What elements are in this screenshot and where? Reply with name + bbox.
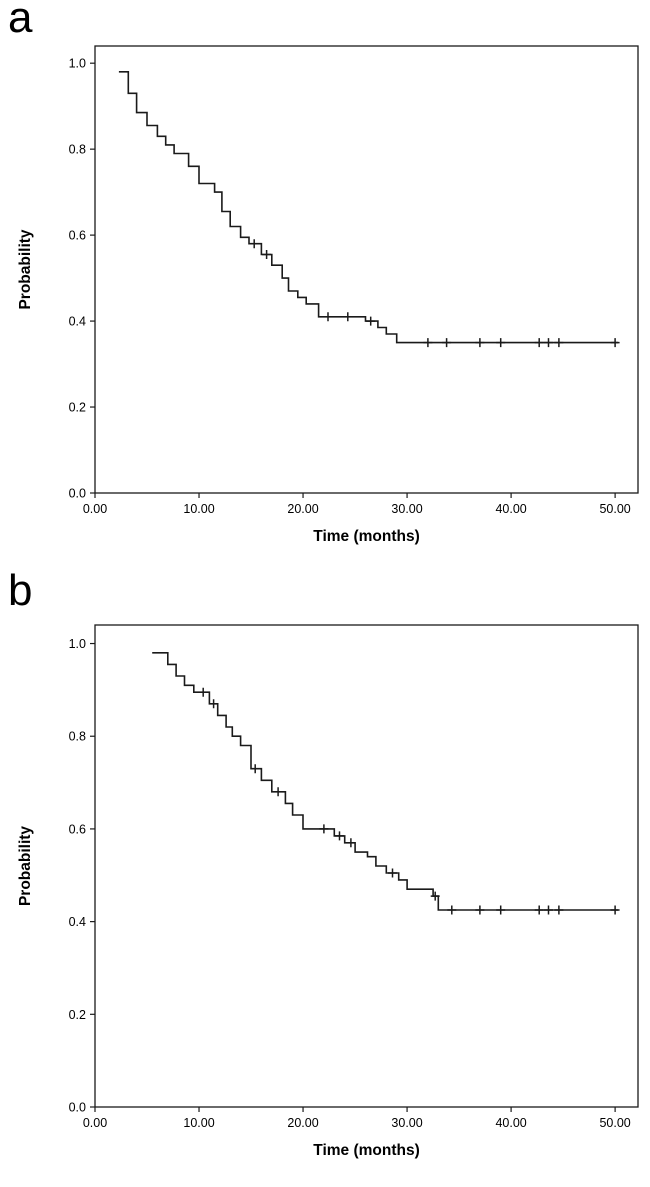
y-axis-label: Probability xyxy=(17,229,34,309)
y-tick-label: 0.0 xyxy=(69,487,86,501)
x-axis-label: Time (months) xyxy=(313,528,420,545)
panel-label-b: b xyxy=(8,566,33,615)
x-tick-label: 10.00 xyxy=(183,502,214,516)
x-tick-label: 50.00 xyxy=(599,502,630,516)
x-tick-label: 0.00 xyxy=(83,1116,107,1130)
y-tick-label: 0.2 xyxy=(69,401,86,415)
survival-curve xyxy=(118,71,619,344)
km-chart-b: 0.00 10.00 20.00 30.00 40.00 50.00 0.0 0.2 0.4 0.… xyxy=(0,573,650,1187)
plot-background xyxy=(0,28,650,568)
y-tick-label: 0.2 xyxy=(69,1008,86,1022)
y-tick-label: 0.0 xyxy=(69,1101,86,1115)
y-tick-label: 1.0 xyxy=(69,637,86,651)
y-tick-label: 0.8 xyxy=(69,143,86,157)
plot-background xyxy=(0,607,650,1182)
panel-label-a: a xyxy=(8,0,33,42)
panel-b: b 0.00 10.00 20.00 30.00 40.00 50.00 0.0 0.2 0.4… xyxy=(0,566,650,1187)
x-tick-label: 10.00 xyxy=(183,1116,214,1130)
y-tick-label: 0.6 xyxy=(69,822,86,836)
x-tick-label: 0.00 xyxy=(83,502,107,516)
km-chart-a: 0.00 10.00 20.00 30.00 40.00 50.00 0.0 0.2 0.4 0.… xyxy=(0,0,650,573)
y-tick-label: 0.4 xyxy=(69,915,86,929)
plot-frame xyxy=(94,624,639,1108)
x-tick-label: 40.00 xyxy=(495,1116,526,1130)
x-tick-label: 30.00 xyxy=(391,1116,422,1130)
censor-marks xyxy=(249,239,620,348)
x-tick-label: 50.00 xyxy=(599,1116,630,1130)
y-axis-label: Probability xyxy=(17,826,34,906)
x-tick-label: 30.00 xyxy=(391,502,422,516)
y-tick-label: 0.8 xyxy=(69,730,86,744)
y-tick-label: 0.6 xyxy=(69,229,86,243)
km-plot-b: 0.00 10.00 20.00 30.00 40.00 50.00 0.0 0.2 0.4 0.… xyxy=(0,607,650,1182)
x-axis-label: Time (months) xyxy=(313,1142,420,1159)
y-tick-label: 0.4 xyxy=(69,315,86,329)
km-plot-a: 0.00 10.00 20.00 30.00 40.00 50.00 0.0 0.2 0.4 0.… xyxy=(0,28,650,568)
x-tick-label: 20.00 xyxy=(287,502,318,516)
x-tick-label: 40.00 xyxy=(495,502,526,516)
censor-marks xyxy=(198,687,620,915)
plot-frame xyxy=(94,45,639,494)
y-tick-label: 1.0 xyxy=(69,57,86,71)
x-tick-label: 20.00 xyxy=(287,1116,318,1130)
panel-a: a 0.00 10.00 20.00 30.00 40.00 50.00 0.0 0.2 0.4… xyxy=(0,0,650,573)
